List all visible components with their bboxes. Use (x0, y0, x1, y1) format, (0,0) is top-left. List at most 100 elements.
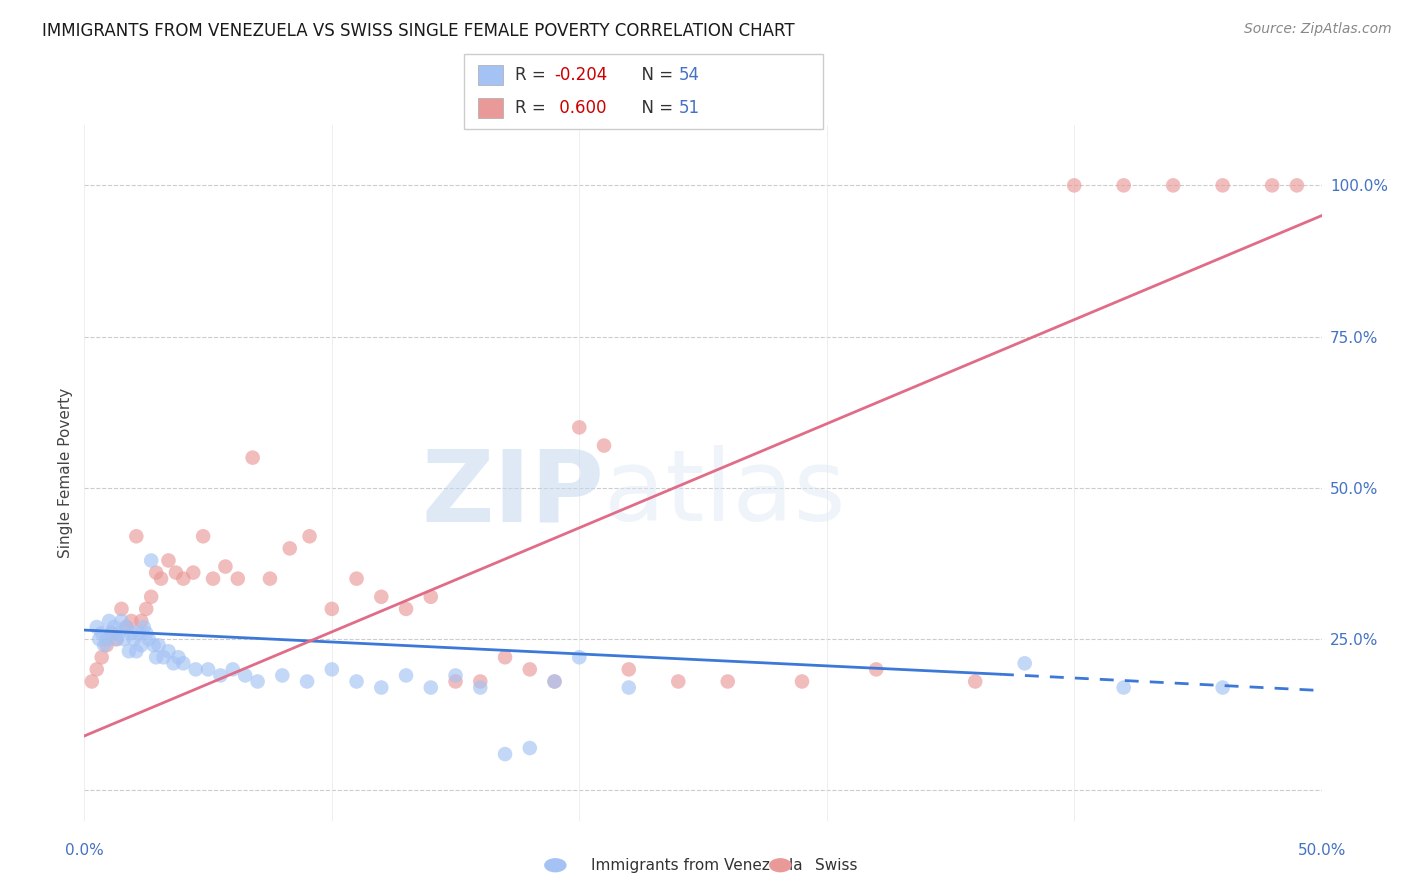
Point (965, 674, 987, 689)
Point (395, 668, 418, 682)
Point (167, 650, 190, 665)
Point (790, 674, 813, 689)
Point (172, 657, 194, 671)
Point (1212, 681, 1234, 695)
Text: R =: R = (515, 66, 551, 84)
Point (242, 450, 264, 465)
Text: IMMIGRANTS FROM VENEZUELA VS SWISS SINGLE FEMALE POVERTY CORRELATION CHART: IMMIGRANTS FROM VENEZUELA VS SWISS SINGL… (42, 22, 794, 40)
Point (145, 566, 167, 580)
Point (617, 681, 640, 695)
Point (278, 541, 301, 556)
Point (105, 632, 128, 647)
Point (103, 620, 125, 634)
Point (132, 620, 155, 634)
Text: Swiss: Swiss (815, 858, 858, 872)
Point (214, 559, 236, 574)
Point (593, 438, 616, 452)
Point (1063, 178, 1085, 193)
Point (259, 572, 281, 586)
Point (145, 650, 167, 665)
Point (90, 626, 112, 640)
Point (233, 668, 256, 682)
Point (135, 626, 157, 640)
Point (110, 602, 132, 616)
Point (120, 626, 142, 640)
Point (494, 650, 516, 665)
Point (519, 741, 541, 756)
Point (80, 674, 103, 689)
Point (100, 626, 122, 640)
Point (470, 681, 492, 695)
Point (298, 529, 321, 543)
Text: 0.600: 0.600 (554, 99, 606, 117)
Point (86, 620, 108, 634)
Point (100, 626, 122, 640)
Point (568, 650, 591, 665)
Point (1261, 178, 1284, 193)
Point (222, 662, 245, 676)
Point (494, 747, 516, 761)
Point (128, 626, 150, 640)
Point (141, 553, 163, 567)
Point (271, 668, 294, 682)
Text: atlas: atlas (605, 445, 845, 542)
Point (138, 632, 160, 647)
Point (148, 638, 170, 652)
Point (115, 620, 138, 634)
Point (129, 614, 152, 628)
Point (321, 602, 343, 616)
Point (246, 674, 269, 689)
Point (152, 650, 174, 665)
Point (295, 674, 318, 689)
Point (105, 632, 128, 647)
Text: -0.204: -0.204 (554, 66, 607, 84)
Text: ZIP: ZIP (422, 445, 605, 542)
Point (717, 674, 740, 689)
Point (150, 572, 173, 586)
Point (1112, 681, 1135, 695)
Point (120, 614, 142, 628)
Point (165, 566, 187, 580)
Text: 51: 51 (679, 99, 700, 117)
Point (191, 529, 214, 543)
Point (181, 566, 204, 580)
Point (162, 657, 184, 671)
Point (444, 668, 467, 682)
Point (1212, 178, 1234, 193)
Point (141, 590, 163, 604)
Point (108, 626, 131, 640)
Point (617, 662, 640, 676)
Point (666, 674, 689, 689)
Point (122, 632, 145, 647)
Point (321, 662, 343, 676)
Text: Immigrants from Venezuela: Immigrants from Venezuela (591, 858, 803, 872)
Point (125, 529, 148, 543)
Text: 50.0%: 50.0% (1298, 843, 1346, 858)
Point (89, 632, 111, 647)
Point (157, 644, 180, 658)
Point (519, 662, 541, 676)
Point (129, 638, 152, 652)
Point (209, 668, 232, 682)
Point (346, 674, 368, 689)
Point (118, 644, 141, 658)
Point (135, 602, 157, 616)
Y-axis label: Single Female Poverty: Single Female Poverty (58, 388, 73, 558)
Point (142, 638, 165, 652)
Point (93, 638, 115, 652)
Point (226, 572, 249, 586)
Point (157, 553, 180, 567)
Point (96, 632, 118, 647)
Point (202, 572, 225, 586)
Point (98, 614, 121, 628)
Point (197, 662, 219, 676)
Point (96, 638, 118, 652)
Point (370, 590, 392, 604)
Point (346, 572, 368, 586)
Point (90, 650, 112, 665)
Point (112, 632, 135, 647)
Point (543, 674, 565, 689)
Point (568, 420, 591, 434)
Point (419, 681, 441, 695)
Point (444, 674, 467, 689)
